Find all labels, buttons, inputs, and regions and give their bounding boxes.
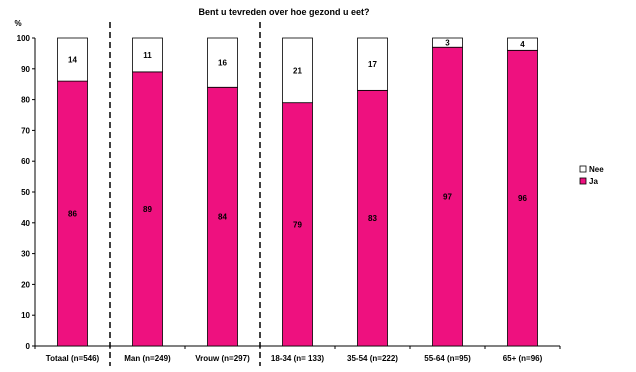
data-label-ja: 86 (68, 210, 77, 219)
x-category-label: 65+ (n=96) (503, 354, 543, 363)
data-label-ja: 89 (143, 205, 152, 214)
data-label-ja: 96 (518, 194, 527, 203)
bar-nee (432, 37, 463, 48)
group-separators (109, 22, 261, 366)
x-category-label: Man (n=249) (124, 354, 171, 363)
y-tick-label: 30 (21, 250, 30, 259)
x-category-label: 18-34 (n= 133) (271, 354, 324, 363)
bar-nee (357, 37, 388, 91)
y-tick-label: 10 (21, 311, 30, 320)
y-tick-label: 0 (26, 342, 31, 351)
y-tick-label: 50 (21, 188, 30, 197)
bar-ja (132, 71, 163, 347)
bar-ja (432, 46, 463, 347)
axes: 0 10 20 30 40 50 60 70 80 90 100 (17, 34, 561, 351)
bar-ja (357, 89, 388, 347)
y-tick-label: 60 (21, 157, 30, 166)
bar-ja (282, 102, 313, 347)
x-category-label: Vrouw (n=297) (195, 354, 250, 363)
legend: Nee Ja (579, 165, 604, 186)
data-label-nee: 17 (368, 60, 377, 69)
x-category-label: Totaal (n=546) (46, 354, 100, 363)
y-axis-unit-label: % (14, 19, 21, 28)
bar-nee (57, 37, 88, 82)
y-tick-label: 90 (21, 65, 30, 74)
data-label-nee: 3 (445, 39, 450, 48)
bar-nee (507, 37, 538, 51)
bar-ja (507, 49, 538, 347)
bar-nee (207, 37, 238, 88)
data-label-nee: 11 (143, 51, 152, 60)
data-label-nee: 4 (520, 40, 525, 49)
x-category-label: 35-54 (n=222) (347, 354, 398, 363)
legend-swatch-ja (579, 177, 587, 185)
data-label-nee: 21 (293, 66, 302, 75)
data-label-ja: 97 (443, 193, 452, 202)
bar-nee (132, 37, 163, 73)
y-tick-label: 70 (21, 126, 30, 135)
y-tick-label: 20 (21, 280, 30, 289)
data-label-ja: 83 (368, 214, 377, 223)
x-category-label: 55-64 (n=95) (424, 354, 471, 363)
bar-ja (57, 80, 88, 347)
legend-swatch-nee (579, 165, 587, 173)
y-tick-label: 80 (21, 96, 30, 105)
y-tick-label: 100 (17, 34, 31, 43)
data-label-ja: 79 (293, 220, 302, 229)
data-label-nee: 14 (68, 56, 77, 65)
legend-label-nee: Nee (589, 165, 604, 174)
bar-nee (282, 37, 313, 104)
chart-title: Bent u tevreden over hoe gezond u eet? (198, 7, 369, 17)
y-tick-label: 40 (21, 219, 30, 228)
data-label-ja: 84 (218, 213, 227, 222)
legend-label-ja: Ja (589, 177, 598, 186)
bars: 86 14 Totaal (n=546) 89 11 Man (n=249) 84 16 Vro… (46, 37, 543, 363)
data-label-nee: 16 (218, 59, 227, 68)
